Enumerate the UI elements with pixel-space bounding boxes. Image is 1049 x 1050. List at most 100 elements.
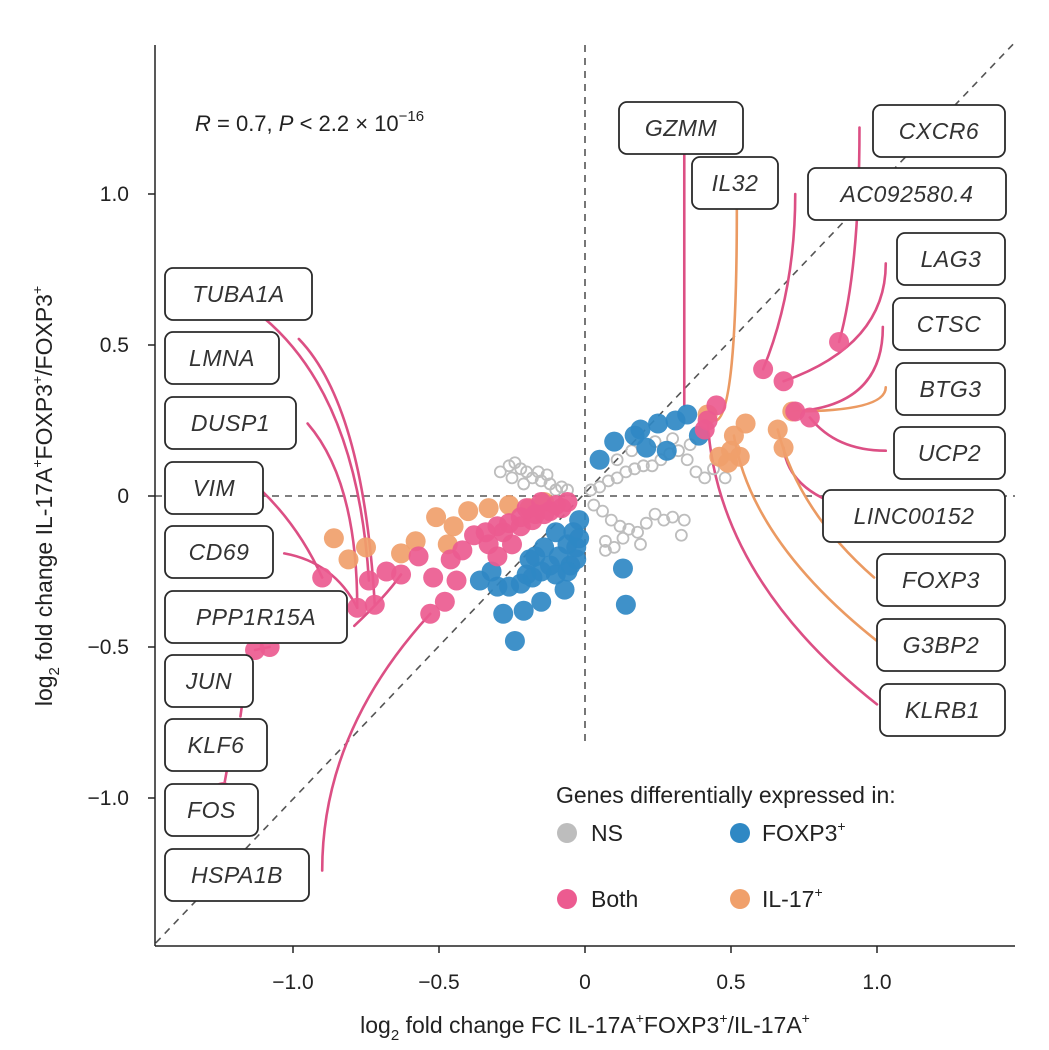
gene-label-text: FOXP3: [902, 567, 980, 593]
point-ns: [631, 525, 644, 539]
x-tick-label: 0: [579, 971, 591, 994]
leader-line: [837, 126, 861, 344]
point-ns: [587, 498, 601, 512]
gene-label-box: [164, 331, 280, 385]
point-ns: [625, 444, 639, 458]
x-tick-label: −0.5: [418, 971, 459, 994]
point-both: [446, 570, 467, 591]
y-tick-label: 0: [117, 485, 129, 508]
point-ns: [657, 513, 671, 527]
gene-label-box: [876, 618, 1006, 672]
gene-label-text: VIM: [193, 475, 236, 501]
gene-label-text: JUN: [185, 668, 232, 694]
gene-label-tuba1a: TUBA1A: [164, 267, 313, 321]
point-ns: [596, 504, 609, 518]
y-tick-label: −1.0: [88, 787, 129, 810]
gene-label-text: HSPA1B: [191, 862, 283, 888]
point-foxp3: [615, 594, 636, 615]
gene-label-text: GZMM: [645, 115, 718, 141]
point-il17: [478, 498, 499, 519]
point-both: [773, 371, 794, 392]
point-ns: [648, 507, 662, 521]
point-both: [423, 567, 444, 588]
point-foxp3: [519, 549, 540, 570]
gene-label-ppp1r15a: PPP1R15A: [164, 590, 348, 644]
point-il17: [338, 549, 359, 570]
data-points: [212, 331, 850, 802]
x-tick-label: −1.0: [272, 971, 313, 994]
gene-label-btg3: BTG3: [895, 362, 1006, 416]
gene-label-cxcr6: CXCR6: [872, 104, 1006, 158]
gene-label-box: [807, 167, 1007, 221]
gene-label-text: LINC00152: [854, 503, 975, 529]
gene-label-text: DUSP1: [191, 410, 270, 436]
gene-label-text: TUBA1A: [192, 281, 284, 307]
gene-label-ctsc: CTSC: [892, 297, 1006, 351]
point-foxp3: [545, 522, 566, 543]
legend-swatch-il17: [730, 889, 750, 909]
legend: Genes differentially expressed in: NS FO…: [556, 782, 896, 912]
point-ns: [610, 453, 624, 467]
point-foxp3: [604, 431, 625, 452]
point-ns: [505, 471, 519, 485]
point-foxp3: [630, 419, 651, 440]
gene-label-klrb1: KLRB1: [879, 683, 1006, 737]
gene-label-box: [164, 461, 264, 515]
gene-label-box: [164, 654, 254, 708]
point-both: [312, 567, 333, 588]
gene-label-vim: VIM: [164, 461, 264, 515]
point-il17: [767, 419, 788, 440]
gene-label-box: [896, 232, 1006, 286]
gene-label-text: KLF6: [188, 732, 245, 758]
point-il17: [356, 537, 376, 558]
point-ns: [540, 468, 554, 482]
point-il17: [443, 516, 464, 537]
legend-swatch-both: [557, 889, 577, 909]
gene-label-box: [876, 553, 1006, 607]
legend-swatch-foxp3: [730, 823, 750, 843]
gene-label-text: G3BP2: [903, 632, 980, 658]
x-axis-title: log2 fold change FC IL-17A+FOXP3+/IL-17A…: [360, 1010, 810, 1044]
gene-label-lag3: LAG3: [896, 232, 1006, 286]
gene-label-dusp1: DUSP1: [164, 396, 297, 450]
gene-label-klf6: KLF6: [164, 718, 268, 772]
point-il17: [458, 501, 479, 522]
y-tick-label: 0.5: [100, 334, 129, 357]
point-ns: [677, 513, 691, 527]
point-ns: [645, 459, 659, 473]
gene-label-foxp3: FOXP3: [876, 553, 1006, 607]
gene-label-text: CXCR6: [899, 118, 979, 144]
gene-label-box: [164, 783, 259, 837]
legend-swatch-ns: [557, 823, 577, 843]
gene-label-box: [164, 396, 297, 450]
gene-label-text: CTSC: [917, 311, 982, 337]
correlation-annotation: R = 0.7, P < 2.2 × 10−16: [195, 108, 424, 136]
gene-label-cd69: CD69: [164, 525, 274, 579]
point-both: [452, 540, 473, 561]
gene-label-jun: JUN: [164, 654, 254, 708]
point-both: [487, 546, 508, 567]
point-ns: [674, 528, 688, 542]
leader-line: [306, 422, 359, 610]
gene-label-ucp2: UCP2: [893, 426, 1006, 480]
point-foxp3: [569, 528, 590, 549]
leader-line: [259, 488, 324, 579]
leader-line: [782, 262, 888, 383]
point-ns: [601, 474, 615, 488]
point-both: [347, 597, 368, 618]
gene-label-box: [879, 683, 1006, 737]
gene-label-box: [822, 489, 1006, 543]
point-il17: [426, 507, 447, 528]
gene-label-text: AC092580.4: [839, 181, 974, 207]
point-foxp3: [554, 579, 575, 600]
legend-title: Genes differentially expressed in:: [556, 782, 896, 808]
point-ns: [531, 465, 545, 479]
point-both: [376, 561, 397, 582]
point-ns: [584, 483, 598, 497]
point-ns: [517, 477, 531, 491]
gene-label-text: IL32: [712, 170, 759, 196]
point-il17: [405, 531, 426, 552]
gene-label-text: UCP2: [918, 440, 981, 466]
point-foxp3: [589, 449, 610, 470]
point-ns: [610, 471, 624, 485]
